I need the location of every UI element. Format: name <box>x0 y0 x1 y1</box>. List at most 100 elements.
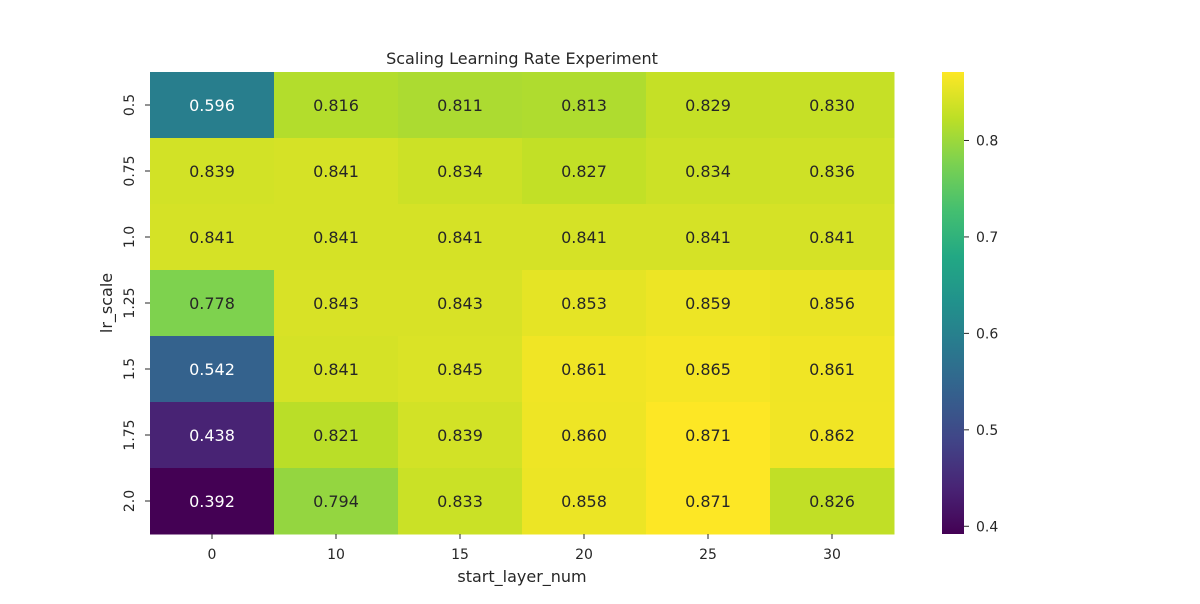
x-tick-label: 20 <box>575 547 593 563</box>
heatmap-cell <box>274 204 399 271</box>
heatmap-cell <box>770 72 895 139</box>
cell-value-label: 0.841 <box>561 228 607 247</box>
heatmap-cell <box>522 336 647 403</box>
cell-value-label: 0.856 <box>809 294 855 313</box>
heatmap-cell <box>150 270 275 337</box>
chart-title: Scaling Learning Rate Experiment <box>386 49 658 68</box>
heatmap-cell <box>646 336 771 403</box>
y-axis-label: lr_scale <box>97 273 117 333</box>
heatmap-cell <box>646 204 771 271</box>
heatmap-cell <box>398 336 523 403</box>
heatmap-cell <box>646 138 771 205</box>
cell-value-label: 0.834 <box>437 162 483 181</box>
cell-value-label: 0.865 <box>685 360 731 379</box>
heatmap-cell <box>522 138 647 205</box>
heatmap-cell <box>522 468 647 535</box>
heatmap-cell <box>522 204 647 271</box>
colorbar-tick-label: 0.6 <box>976 326 998 342</box>
heatmap-cell <box>646 270 771 337</box>
heatmap-cell <box>398 204 523 271</box>
cell-value-label: 0.841 <box>313 162 359 181</box>
heatmap-cell <box>646 72 771 139</box>
y-tick-label: 1.5 <box>122 358 138 380</box>
y-tick-label: 1.75 <box>122 419 138 450</box>
heatmap-cell <box>770 204 895 271</box>
colorbar-ticks: 0.4 0.5 0.6 0.7 0.8 <box>964 133 998 535</box>
cell-value-label: 0.392 <box>189 492 235 511</box>
cell-value-label: 0.841 <box>313 360 359 379</box>
heatmap-cell <box>274 138 399 205</box>
cell-value-label: 0.858 <box>561 492 607 511</box>
cell-value-label: 0.860 <box>561 426 607 445</box>
colorbar-tick-label: 0.8 <box>976 133 998 149</box>
colorbar <box>942 72 964 534</box>
heatmap-cell <box>646 468 771 535</box>
cell-value-label: 0.861 <box>809 360 855 379</box>
cell-value-label: 0.862 <box>809 426 855 445</box>
cell-value-label: 0.841 <box>437 228 483 247</box>
cell-value-label: 0.871 <box>685 426 731 445</box>
cell-value-label: 0.816 <box>313 96 359 115</box>
colorbar-tick-label: 0.4 <box>976 519 998 535</box>
heatmap-cell <box>274 336 399 403</box>
heatmap-cell <box>770 402 895 469</box>
y-tick-label: 0.5 <box>122 94 138 116</box>
cell-value-label: 0.826 <box>809 492 855 511</box>
cell-value-label: 0.834 <box>685 162 731 181</box>
cell-value-label: 0.829 <box>685 96 731 115</box>
heatmap-cell <box>770 468 895 535</box>
cell-value-label: 0.813 <box>561 96 607 115</box>
cell-value-label: 0.853 <box>561 294 607 313</box>
heatmap-cell <box>770 138 895 205</box>
heatmap-cell <box>522 270 647 337</box>
heatmap-cell <box>274 72 399 139</box>
heatmap-cell <box>274 468 399 535</box>
heatmap-cell <box>398 402 523 469</box>
heatmap-cell <box>150 138 275 205</box>
cell-value-label: 0.794 <box>313 492 359 511</box>
heatmap-cell <box>150 336 275 403</box>
cell-value-label: 0.839 <box>437 426 483 445</box>
heatmap-cell <box>274 402 399 469</box>
heatmap-cell <box>398 138 523 205</box>
cell-value-label: 0.827 <box>561 162 607 181</box>
heatmap-cell <box>522 402 647 469</box>
cell-value-label: 0.861 <box>561 360 607 379</box>
heatmap-cell <box>150 72 275 139</box>
cell-value-label: 0.845 <box>437 360 483 379</box>
x-axis-ticks: 0 10 15 20 25 30 <box>208 534 841 563</box>
cell-value-label: 0.839 <box>189 162 235 181</box>
cell-value-label: 0.830 <box>809 96 855 115</box>
cell-value-label: 0.843 <box>437 294 483 313</box>
cell-value-label: 0.438 <box>189 426 235 445</box>
cell-value-label: 0.859 <box>685 294 731 313</box>
heatmap-cell <box>398 468 523 535</box>
heatmap-cell <box>398 72 523 139</box>
cell-value-label: 0.596 <box>189 96 235 115</box>
heatmap-cells <box>150 72 895 535</box>
y-tick-label: 1.0 <box>122 226 138 248</box>
x-tick-label: 10 <box>327 547 345 563</box>
cell-value-label: 0.821 <box>313 426 359 445</box>
x-tick-label: 30 <box>823 547 841 563</box>
cell-labels: 0.596 0.816 0.811 0.813 0.829 0.830 0.839 0.841… <box>189 96 855 511</box>
cell-value-label: 0.841 <box>809 228 855 247</box>
y-tick-label: 0.75 <box>122 155 138 186</box>
cell-value-label: 0.841 <box>189 228 235 247</box>
cell-value-label: 0.833 <box>437 492 483 511</box>
cell-value-label: 0.836 <box>809 162 855 181</box>
y-tick-label: 1.25 <box>122 287 138 318</box>
heatmap-cell <box>274 270 399 337</box>
colorbar-tick-label: 0.5 <box>976 423 998 439</box>
cell-value-label: 0.811 <box>437 96 483 115</box>
heatmap-cell <box>398 270 523 337</box>
cell-value-label: 0.778 <box>189 294 235 313</box>
heatmap-cell <box>522 72 647 139</box>
x-tick-label: 15 <box>451 547 469 563</box>
y-axis-ticks: 0.5 0.75 1.0 1.25 1.5 1.75 2.0 <box>122 94 150 512</box>
cell-value-label: 0.843 <box>313 294 359 313</box>
colorbar-tick-label: 0.7 <box>976 230 998 246</box>
heatmap-cell <box>150 468 275 535</box>
